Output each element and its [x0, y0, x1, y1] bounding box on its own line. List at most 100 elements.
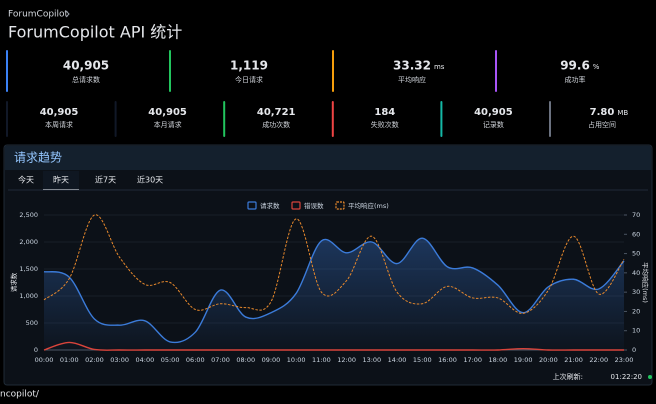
stat-unit: ms: [434, 63, 445, 71]
stat-value: 40,905: [148, 107, 187, 118]
stat-accent: [440, 101, 443, 137]
y2-tick-label: 10: [632, 327, 640, 335]
tabs: 今天 昨天 近7天 近30天: [8, 171, 648, 191]
breadcrumb[interactable]: ForumCopilot: [8, 10, 69, 20]
stat-label: 成功率: [565, 75, 586, 84]
stat-accent: [331, 101, 334, 137]
tab[interactable]: 近30天: [137, 175, 163, 185]
stat-card: [440, 99, 547, 139]
series-line: [43, 214, 625, 314]
stat-label: 今日请求: [235, 75, 263, 84]
y-tick-label: 2,000: [19, 238, 38, 246]
y2-tick-label: 60: [632, 230, 640, 238]
stat-value: 1,119: [230, 59, 268, 73]
stat-accent: [114, 101, 117, 137]
status-dot: [648, 375, 652, 379]
stat-accent: [549, 101, 551, 137]
series-line: [43, 341, 624, 351]
stat-card: [331, 99, 438, 139]
legend-swatch[interactable]: [291, 201, 301, 210]
y-axis-title: 请求数: [9, 272, 18, 292]
stat-value: 99.6: [560, 59, 590, 73]
panel-title: 请求趋势: [14, 151, 62, 165]
x-tick-label: 11:00: [312, 356, 331, 364]
x-tick-label: 02:00: [85, 356, 104, 364]
y-tick-label: 2,500: [19, 211, 38, 219]
y-tick-label: 1,000: [19, 292, 38, 300]
x-tick-label: 15:00: [413, 356, 432, 364]
y2-tick-label: 40: [632, 269, 640, 277]
stat-card: [114, 99, 221, 139]
stat-accent: [332, 50, 334, 92]
stat-value: 40,905: [40, 107, 79, 118]
stat-value: 7.80: [590, 107, 615, 118]
x-tick-label: 07:00: [211, 356, 230, 364]
footer-fragment: ncopilot/: [0, 390, 40, 400]
y2-tick-label: 0: [632, 346, 636, 354]
stat-value: 40,721: [257, 107, 296, 118]
stat-label: 占用空间: [588, 120, 616, 129]
breadcrumb-chevron: [65, 10, 70, 18]
x-tick-label: 19:00: [514, 356, 533, 364]
stat-unit: %: [593, 63, 600, 71]
x-tick-label: 22:00: [589, 356, 608, 364]
legend-swatch[interactable]: [335, 201, 345, 210]
x-tick-label: 13:00: [362, 356, 381, 364]
x-tick-label: 18:00: [489, 356, 508, 364]
stat-label: 记录数: [483, 120, 504, 129]
x-tick-label: 09:00: [262, 356, 281, 364]
y2-tick-label: 20: [632, 307, 640, 315]
tab[interactable]: 近7天: [95, 175, 116, 185]
stat-card: [223, 99, 330, 139]
stat-value: 40,905: [474, 107, 513, 118]
stat-card: [169, 48, 329, 94]
stat-label: 总请求数: [72, 75, 100, 84]
stat-accent: [169, 50, 171, 92]
x-tick-label: 20:00: [539, 356, 558, 364]
x-tick-label: 08:00: [236, 356, 255, 364]
legend: 请求数 错误数 平均响应(ms): [247, 201, 389, 210]
stat-label: 平均响应: [398, 75, 426, 84]
chart: 0 500 1,000 1,500 2,000 2,500 0 10 20 30 40 50 60 70 请…: [9, 201, 650, 364]
y2-tick-label: 30: [632, 288, 640, 296]
page-title: ForumCopilot API 统计: [8, 23, 182, 42]
x-tick-label: 04:00: [136, 356, 155, 364]
x-tick-label: 10:00: [287, 356, 306, 364]
stat-card: [549, 99, 655, 139]
stat-unit: MB: [617, 109, 628, 117]
tab[interactable]: 昨天: [53, 175, 69, 185]
stat-card: [6, 48, 166, 94]
tab[interactable]: 今天: [18, 175, 34, 185]
x-tick-label: 01:00: [60, 356, 79, 364]
series-area: [44, 238, 624, 350]
x-tick-label: 00:00: [35, 356, 54, 364]
series-line: [43, 237, 625, 344]
y2-tick-label: 70: [632, 211, 640, 219]
stat-label: 本月请求: [154, 120, 182, 129]
stat-label: 成功次数: [262, 120, 290, 129]
stat-accent: [6, 50, 8, 92]
x-tick-label: 06:00: [186, 356, 205, 364]
legend-label[interactable]: 错误数: [304, 201, 324, 210]
legend-label[interactable]: 请求数: [260, 201, 280, 210]
stat-cards: 40,905 总请求数 1,119 今日请求 33.32 ms 平均响应 99.6 % 成功率 40…: [6, 48, 655, 139]
x-tick-label: 17:00: [463, 356, 482, 364]
x-tick-label: 03:00: [110, 356, 129, 364]
legend-swatch[interactable]: [247, 201, 257, 210]
x-tick-label: 16:00: [438, 356, 457, 364]
stat-value: 33.32: [393, 59, 431, 73]
panel-header: [5, 146, 651, 170]
stat-label: 本周请求: [45, 120, 73, 129]
legend-label[interactable]: 平均响应(ms): [348, 201, 389, 210]
x-tick-label: 05:00: [161, 356, 180, 364]
stat-accent: [495, 50, 497, 92]
x-tick-label: 14:00: [388, 356, 407, 364]
x-tick-label: 21:00: [564, 356, 583, 364]
stat-value: 184: [374, 107, 395, 118]
y2-tick-label: 50: [632, 250, 640, 258]
stat-accent: [223, 101, 226, 137]
stat-value: 40,905: [63, 59, 109, 73]
x-tick-label: 12:00: [337, 356, 356, 364]
tab-active-bg: [43, 171, 79, 190]
